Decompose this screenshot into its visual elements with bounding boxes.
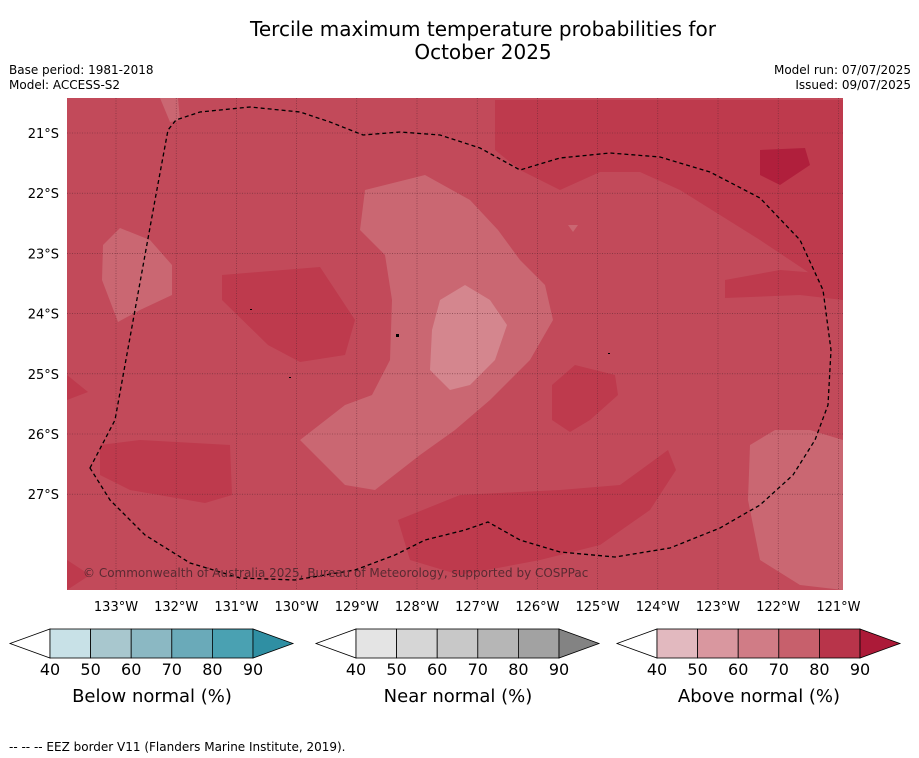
colorbar-tick-label: 80 [202,660,223,679]
lat-label: 27°S [28,488,59,503]
eez-footnote: -- -- -- EEZ border V11 (Flanders Marine… [9,740,346,754]
colorbar-segment [477,628,519,659]
colorbar-above [615,628,902,659]
colorbar-tick-label: 40 [646,660,668,679]
region-above-80-northeast [495,100,843,300]
lon-label: 126°W [515,600,559,615]
colorbar-segment [819,628,861,659]
island-marks [250,309,610,378]
colorbar-tick-label: 40 [345,660,367,679]
region-above-60-speck [568,225,578,232]
lon-label: 128°W [395,600,439,615]
region-above-60-east [748,430,843,590]
graticule [67,98,843,590]
colorbar-extend-high [558,628,601,659]
colorbar-segment [211,628,254,659]
eez-border [89,106,832,581]
colorbar-tick-label: 60 [427,660,448,679]
colorbar-label-above: Above normal (%) [677,686,841,707]
lon-label: 130°W [275,600,319,615]
colorbar-segment [697,628,739,659]
colorbar-tick-label: 90 [849,660,871,679]
colorbar-extend-low [314,628,357,659]
region-above-80-west [222,267,355,362]
colorbar-tick-label: 80 [809,660,830,679]
colorbar-extend-high [252,628,295,659]
lat-label: 26°S [28,428,59,443]
colorbar-segment [778,628,820,659]
colorbar-tick-label: 60 [728,660,749,679]
lat-label: 25°S [28,368,59,383]
lat-label: 24°S [28,308,59,323]
lon-label: 127°W [455,600,499,615]
chart-title: Tercile maximum temperature probabilitie… [0,18,919,64]
colorbar-tick-label: 70 [161,660,182,679]
model-name: Model: ACCESS-S2 [9,78,121,92]
region-above-80-southwest [100,440,232,503]
lon-label: 125°W [576,600,620,615]
lon-label: 123°W [696,600,740,615]
colorbar-label-near: Near normal (%) [383,686,533,707]
lat-label: 22°S [28,187,59,202]
title-line-2: October 2025 [414,40,552,64]
colorbars [8,628,902,659]
colorbar-segment [737,628,780,659]
colorbar-segment [518,628,560,659]
region-above-60-top [160,98,180,122]
lon-label: 124°W [636,600,680,615]
lon-label: 129°W [335,600,379,615]
meta-left: Base period: 1981-2018 Model: ACCESS-S2 [9,63,154,93]
colorbar-tick-label: 90 [548,660,570,679]
colorbar-tick-label: 50 [386,660,407,679]
colorbar-segment [656,628,698,659]
colorbar-segment [171,628,213,659]
copyright-notice: © Commonwealth of Australia 2025, Bureau… [83,566,589,580]
lon-label: 121°W [816,600,860,615]
colorbar-tick-label: 60 [121,660,142,679]
colorbar-label-below: Below normal (%) [72,686,232,707]
region-above-80-east-band [725,270,843,300]
longitude-labels: 133°W 132°W 131°W 130°W 129°W 128°W 127°W 126°W… [94,600,861,615]
colorbar-segment [396,628,438,659]
lon-label: 133°W [94,600,138,615]
colorbar-tick-label: 50 [80,660,101,679]
region-above-80-center [552,365,618,432]
map-area [67,98,843,590]
colorbar-extend-high [859,628,902,659]
colorbar-tick-label: 90 [242,660,264,679]
region-above-90 [760,148,810,185]
colorbar-extend-low [8,628,51,659]
region-above-60-west [102,228,172,322]
region-above-80-edge-west [67,375,88,400]
colorbar-below [8,628,295,659]
colorbar-tick-label: 80 [508,660,529,679]
lon-label: 122°W [756,600,800,615]
colorbar-segment [355,628,397,659]
base-period: Base period: 1981-2018 [9,63,154,77]
colorbar-segment [436,628,479,659]
meta-right: Model run: 07/07/2025 Issued: 09/07/2025 [774,63,911,93]
lon-label: 132°W [154,600,198,615]
colorbar-segment [49,628,91,659]
colorbar-tick-label: 70 [467,660,488,679]
latitude-labels: 21°S 22°S 23°S 24°S 25°S 26°S 27°S [28,127,59,503]
title-line-1: Tercile maximum temperature probabilitie… [250,17,716,41]
colorbar-extend-low [615,628,658,659]
colorbar-segment [90,628,132,659]
colorbar-tick-label: 50 [687,660,708,679]
region-above-60-center [300,175,553,490]
colorbar-tick-label: 70 [768,660,789,679]
colorbar-near [314,628,601,659]
region-above-50 [430,285,507,390]
region-above-80-south [398,450,676,575]
issued-date: Issued: 09/07/2025 [795,78,911,92]
colorbar-tick-label: 40 [39,660,61,679]
region-above-80-southwest-corner [67,560,90,590]
lon-label: 131°W [214,600,258,615]
colorbar-segment [130,628,173,659]
lat-label: 23°S [28,247,59,262]
model-run: Model run: 07/07/2025 [773,63,911,77]
lat-label: 21°S [28,127,59,142]
